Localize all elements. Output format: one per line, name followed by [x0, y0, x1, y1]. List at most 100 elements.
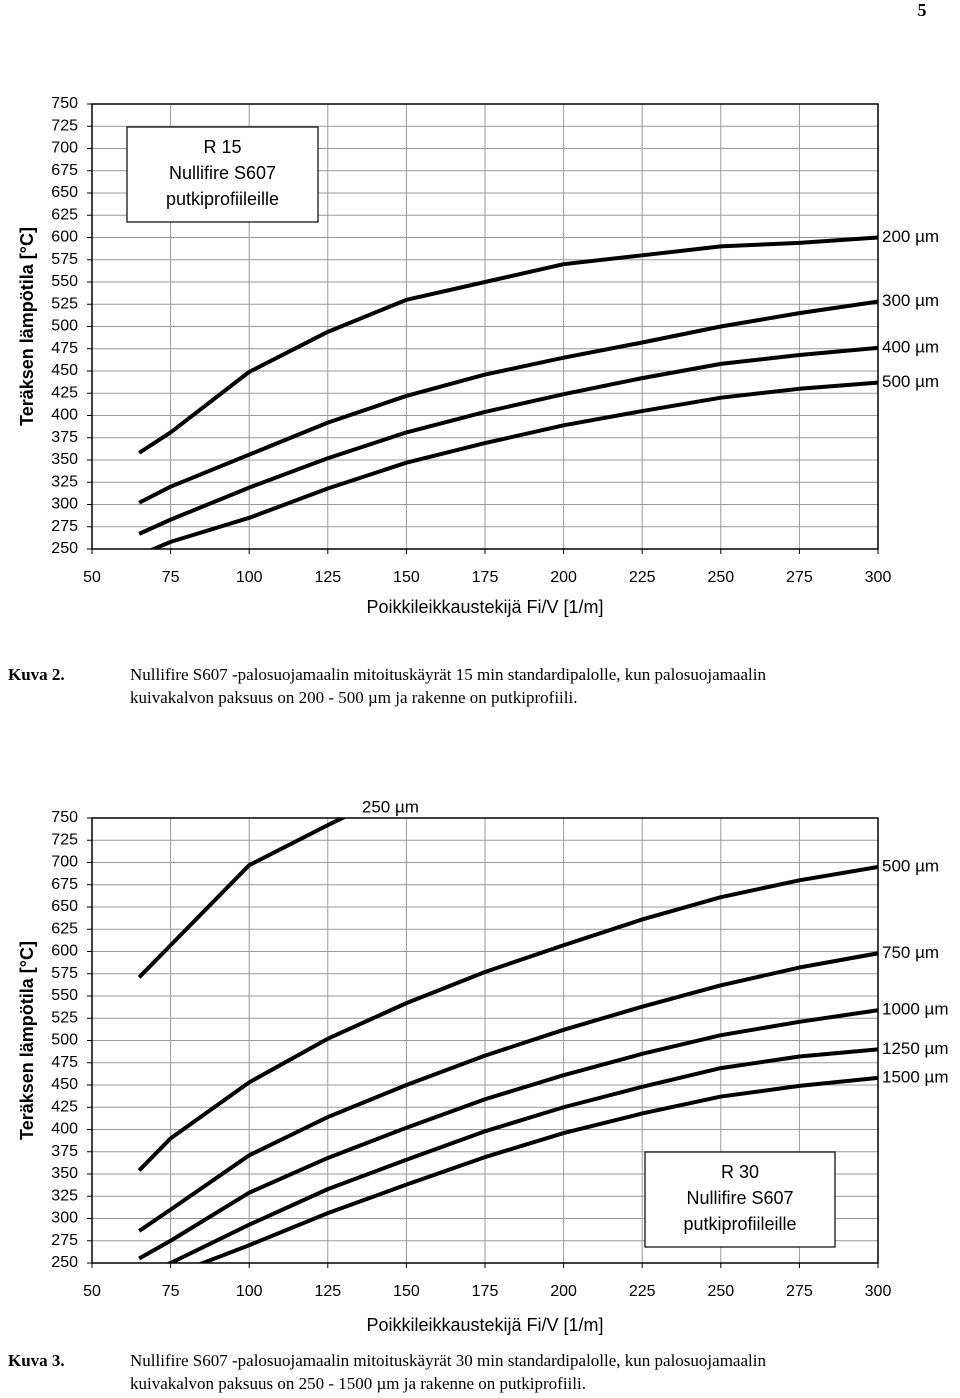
y-tick-label: 275: [51, 518, 78, 535]
plot-border: [91, 817, 879, 1264]
series-label: 200 µm: [882, 227, 939, 246]
y-tick-label: 625: [51, 206, 78, 223]
x-axis-title: Poikkileikkaustekijä Fi/V [1/m]: [366, 1315, 603, 1335]
series-label: 500 µm: [882, 372, 939, 391]
y-tick-label: 400: [51, 1121, 78, 1138]
x-tick-label: 300: [865, 1283, 892, 1300]
x-tick-label: 175: [472, 1283, 499, 1300]
curve: [138, 1008, 878, 1261]
y-tick-label: 625: [51, 920, 78, 937]
caption-text: Nullifire S607 -palosuojamaalin mitoitus…: [130, 1351, 766, 1370]
x-tick-label: 125: [314, 569, 341, 586]
y-tick-label: 250: [51, 1254, 78, 1271]
x-tick-label: 250: [707, 569, 734, 586]
y-axis-title: Teräksen lämpötila [°C]: [17, 227, 37, 426]
caption-text: Nullifire S607 -palosuojamaalin mitoitus…: [130, 665, 766, 684]
y-tick-label: 300: [51, 496, 78, 513]
y-axis-title: Teräksen lämpötila [°C]: [17, 941, 37, 1140]
x-tick-label: 250: [707, 1283, 734, 1300]
y-tick-label: 375: [51, 1143, 78, 1160]
caption-label: Kuva 2.: [8, 665, 65, 684]
series-label: 250 µm: [362, 797, 419, 816]
y-tick-label: 325: [51, 473, 78, 490]
x-tick-label: 75: [162, 569, 180, 586]
y-tick-label: 600: [51, 229, 78, 246]
plot-border: [91, 103, 879, 550]
y-tick-label: 700: [51, 140, 78, 157]
y-tick-label: 675: [51, 876, 78, 893]
y-tick-label: 500: [51, 318, 78, 335]
y-tick-label: 350: [51, 1165, 78, 1182]
y-tick-label: 450: [51, 1076, 78, 1093]
x-tick-label: 150: [393, 1283, 420, 1300]
y-tick-label: 350: [51, 451, 78, 468]
x-tick-label: 275: [786, 569, 813, 586]
y-tick-label: 575: [51, 251, 78, 268]
chart-title: R 30: [721, 1162, 759, 1182]
x-axis-title: Poikkileikkaustekijä Fi/V [1/m]: [366, 597, 603, 617]
y-tick-label: 650: [51, 184, 78, 201]
x-tick-label: 225: [629, 569, 656, 586]
y-tick-label: 500: [51, 1032, 78, 1049]
y-tick-label: 400: [51, 407, 78, 424]
y-tick-label: 575: [51, 965, 78, 982]
title-box: [126, 126, 319, 223]
y-tick-label: 525: [51, 1009, 78, 1026]
curve: [138, 235, 878, 455]
y-tick-label: 675: [51, 162, 78, 179]
series-label: 400 µm: [882, 337, 939, 356]
curve: [197, 1075, 878, 1263]
caption-text: kuivakalvon paksuus on 250 - 1500 µm ja …: [130, 1374, 586, 1393]
y-tick-label: 550: [51, 273, 78, 290]
curve: [137, 864, 878, 1172]
y-tick-label: 250: [51, 540, 78, 557]
series-label: 500 µm: [882, 856, 939, 875]
x-tick-label: 100: [236, 1283, 263, 1300]
y-tick-label: 725: [51, 831, 78, 848]
x-tick-label: 200: [550, 1283, 577, 1300]
series-label: 1500 µm: [882, 1067, 949, 1086]
y-tick-label: 475: [51, 1054, 78, 1071]
x-tick-label: 150: [393, 569, 420, 586]
series-label: 1000 µm: [882, 1000, 949, 1019]
y-tick-label: 650: [51, 898, 78, 915]
x-tick-label: 225: [629, 1283, 656, 1300]
y-tick-label: 425: [51, 384, 78, 401]
x-tick-label: 275: [786, 1283, 813, 1300]
chart-title: R 15: [203, 137, 241, 157]
y-tick-label: 750: [51, 809, 78, 826]
curve: [138, 951, 878, 1233]
caption-text: kuivakalvon paksuus on 200 - 500 µm ja r…: [130, 688, 577, 707]
x-tick-label: 200: [550, 569, 577, 586]
y-tick-label: 325: [51, 1187, 78, 1204]
series-label: 1250 µm: [882, 1039, 949, 1058]
x-tick-label: 100: [236, 569, 263, 586]
y-tick-label: 275: [51, 1232, 78, 1249]
x-tick-label: 175: [472, 569, 499, 586]
x-tick-label: 75: [162, 1283, 180, 1300]
y-tick-label: 425: [51, 1098, 78, 1115]
curve: [138, 345, 878, 536]
chart-title: putkiprofiileille: [683, 1214, 796, 1234]
curve: [137, 818, 347, 979]
y-tick-label: 700: [51, 854, 78, 871]
curve: [148, 380, 878, 549]
y-tick-label: 600: [51, 943, 78, 960]
y-tick-label: 725: [51, 117, 78, 134]
x-tick-label: 300: [865, 569, 892, 586]
chart-title: putkiprofiileille: [166, 189, 279, 209]
chart-title: Nullifire S607: [686, 1188, 793, 1208]
x-tick-label: 125: [314, 1283, 341, 1300]
page-number: 5: [918, 0, 927, 20]
x-tick-label: 50: [83, 569, 101, 586]
caption-label: Kuva 3.: [8, 1351, 65, 1370]
curve: [138, 299, 878, 505]
curve: [165, 1047, 878, 1263]
y-tick-label: 750: [51, 95, 78, 112]
y-tick-label: 450: [51, 362, 78, 379]
y-tick-label: 375: [51, 429, 78, 446]
y-tick-label: 550: [51, 987, 78, 1004]
y-tick-label: 475: [51, 340, 78, 357]
y-tick-label: 525: [51, 295, 78, 312]
